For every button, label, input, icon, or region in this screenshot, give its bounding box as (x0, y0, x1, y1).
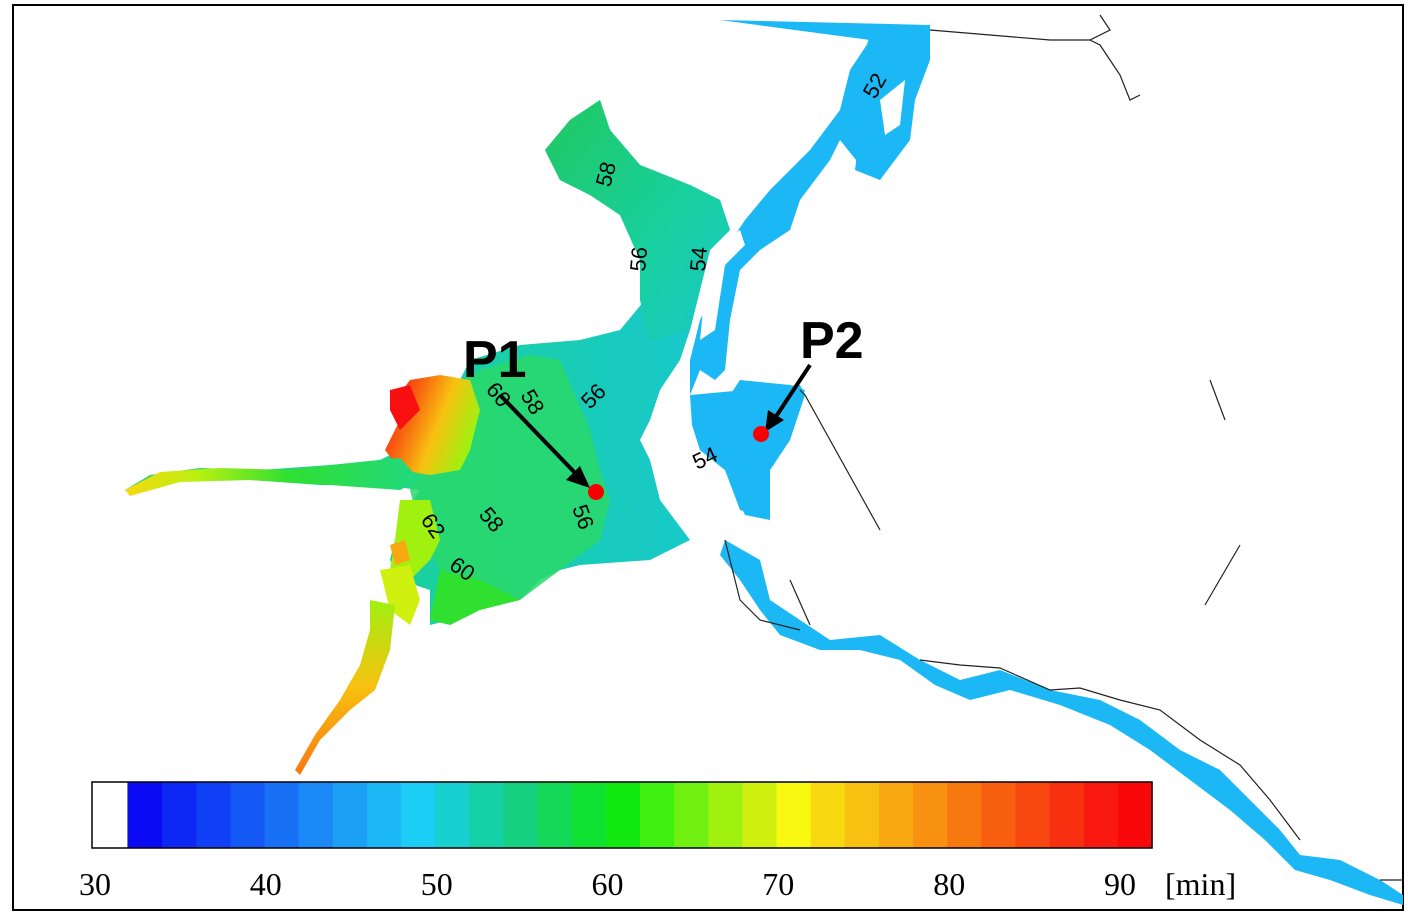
colorbar-bin (674, 782, 709, 848)
colorbar-outline (91, 781, 1153, 849)
colorbar-bin (332, 782, 368, 848)
colorbar-bin (981, 782, 1017, 848)
colorbar-bin (878, 782, 914, 848)
colorbar-bin (401, 782, 436, 848)
point-label: P2 (800, 312, 864, 370)
colorbar-bin (605, 782, 641, 848)
colorbar-white-bin (91, 781, 129, 849)
point-p1: P1 (463, 331, 604, 500)
colorbar-tick-label: 40 (250, 866, 282, 902)
colorbar-tick-label: 80 (933, 866, 965, 902)
point-p2: P2 (753, 312, 864, 442)
central-basin (125, 100, 730, 775)
colorbar-bin (1083, 782, 1119, 848)
frame-border (12, 4, 1404, 911)
colorbar-bin (264, 782, 300, 848)
colorbar-bin (742, 782, 778, 848)
colorbar-bin (435, 782, 470, 848)
colorbar-bin (913, 782, 948, 848)
colorbar: 30 40 50 60 70 80 90 [min] (79, 781, 1236, 902)
colorbar-unit: [min] (1165, 866, 1236, 902)
colorbar-tick-label: 30 (79, 866, 111, 902)
colorbar-bin (571, 782, 607, 848)
land-masks (655, 80, 905, 540)
colorbar-tick-label: 70 (762, 866, 794, 902)
point-label: P1 (463, 331, 527, 389)
colorbar-bin (1049, 782, 1085, 848)
colorbar-tick-label: 60 (592, 866, 624, 902)
colorbar-bin (947, 782, 982, 848)
contour-label: 56 (625, 246, 652, 273)
colorbar-bin (503, 782, 539, 848)
colorbar-bin (298, 782, 334, 848)
colorbar-bin (162, 782, 197, 848)
colorbar-bin (708, 782, 743, 848)
colorbar-bin (1117, 782, 1153, 848)
location-marker (588, 484, 604, 500)
colorbar-bin (844, 782, 880, 848)
colorbar-bin (640, 782, 675, 848)
colorbar-bin (810, 782, 846, 848)
contour-label: 54 (685, 246, 712, 273)
colorbar-bin (366, 782, 402, 848)
colorbar-tick-label: 50 (421, 866, 453, 902)
colorbar-bin (469, 782, 505, 848)
eastern-port-water (690, 20, 1403, 905)
colorbar-tick-label: 90 (1104, 866, 1136, 902)
colorbar-bin (128, 782, 163, 848)
colorbar-bin (196, 782, 231, 848)
location-marker (753, 426, 769, 442)
colorbar-bin (537, 782, 573, 848)
colorbar-bin (776, 782, 812, 848)
colorbar-bin (1015, 782, 1051, 848)
coastline (724, 14, 1403, 881)
colorbar-bin (230, 782, 266, 848)
